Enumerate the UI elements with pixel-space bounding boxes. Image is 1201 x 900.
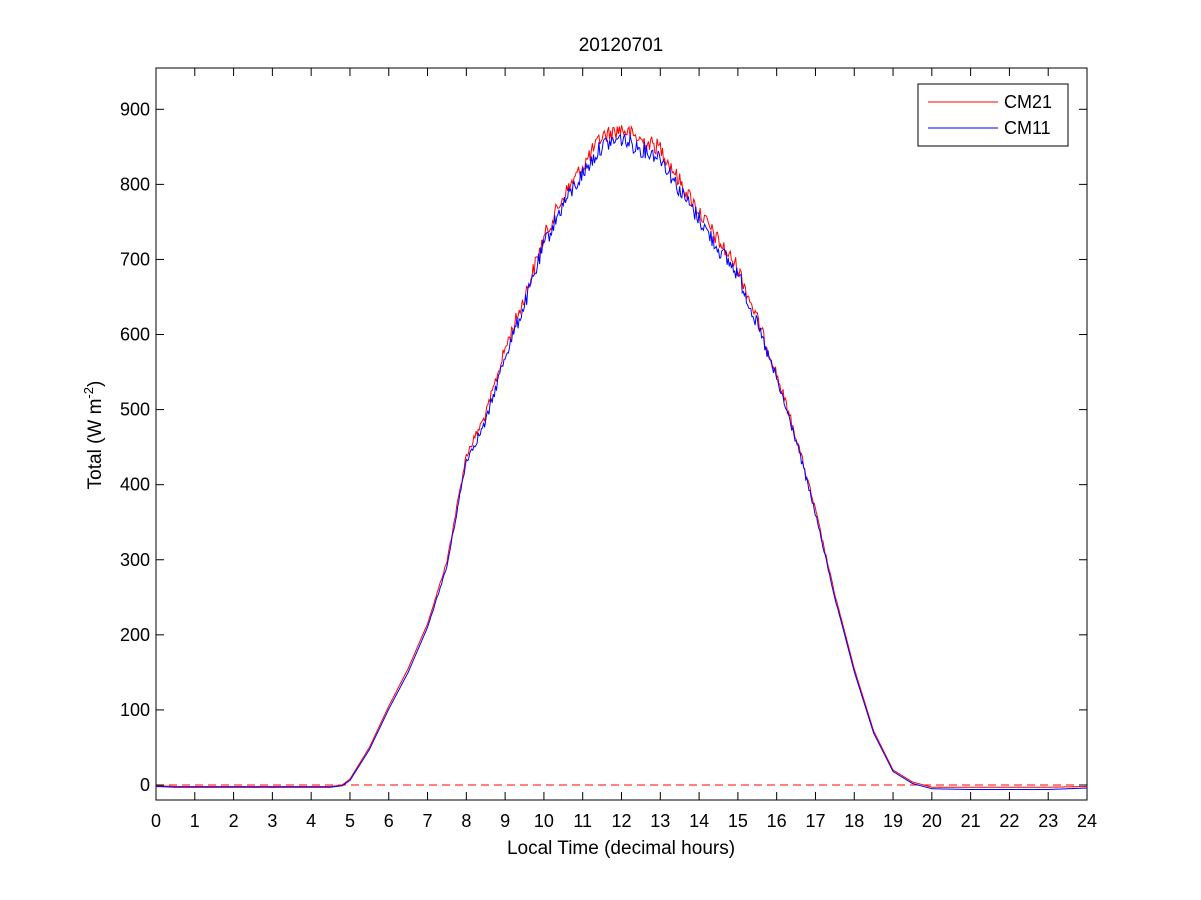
x-tick-label: 23 [1038,811,1058,831]
y-tick-label: 700 [120,249,150,269]
x-tick-label: 13 [650,811,670,831]
x-tick-label: 12 [611,811,631,831]
y-tick-label: 900 [120,99,150,119]
y-tick-label: 800 [120,174,150,194]
y-tick-label: 500 [120,400,150,420]
x-tick-label: 1 [190,811,200,831]
legend-label-cm11: CM11 [1004,118,1051,138]
legend-box [917,83,1069,147]
chart-title: 20120701 [579,35,664,56]
x-tick-label: 14 [689,811,709,831]
plot-area: 0 1 2 3 4 5 6 7 8 9 10 11 12 13 14 15 16 17 18 19 20 21 22 23 24… [120,67,1097,831]
x-axis-label: Local Time (decimal hours) [507,838,735,859]
x-tick-label: 22 [999,811,1019,831]
series-line-cm11 [155,133,1088,790]
x-tick-label: 20 [922,811,942,831]
legend: CM21 CM11 [917,83,1069,147]
y-axis-label: Total (W m-2) [81,381,106,490]
series-line-cm21 [155,124,1088,788]
y-tick-label: 400 [120,475,150,495]
y-axis-label-close: ) [85,381,106,387]
x-tick-label: 5 [345,811,355,831]
x-tick-label: 17 [805,811,825,831]
y-axis-label-base: Total (W m [85,399,106,490]
x-tick-label: 2 [229,811,239,831]
y-tick-label: 200 [120,625,150,645]
x-tick-label: 9 [500,811,510,831]
x-tick-label: 3 [267,811,277,831]
x-tick-label: 21 [961,811,981,831]
x-tick-label: 18 [844,811,864,831]
y-tick-label: 300 [120,550,150,570]
x-tick-label: 0 [151,811,161,831]
x-tick-label: 10 [534,811,554,831]
y-tick-label: 0 [140,775,150,795]
x-tick-label: 8 [461,811,471,831]
axes-frame [155,67,1088,801]
x-tick-label: 11 [573,811,592,831]
legend-label-cm21: CM21 [1004,92,1052,112]
x-tick-label: 4 [306,811,316,831]
x-tick-label: 7 [423,811,433,831]
x-tick-label: 24 [1077,811,1097,831]
y-axis-label-exponent: -2 [81,387,96,399]
x-tick-label: 19 [883,811,903,831]
y-tick-label: 100 [120,700,150,720]
y-tick-label: 600 [120,325,150,345]
x-tick-label: 6 [384,811,394,831]
x-tick-label: 16 [767,811,787,831]
x-tick-label: 15 [728,811,748,831]
